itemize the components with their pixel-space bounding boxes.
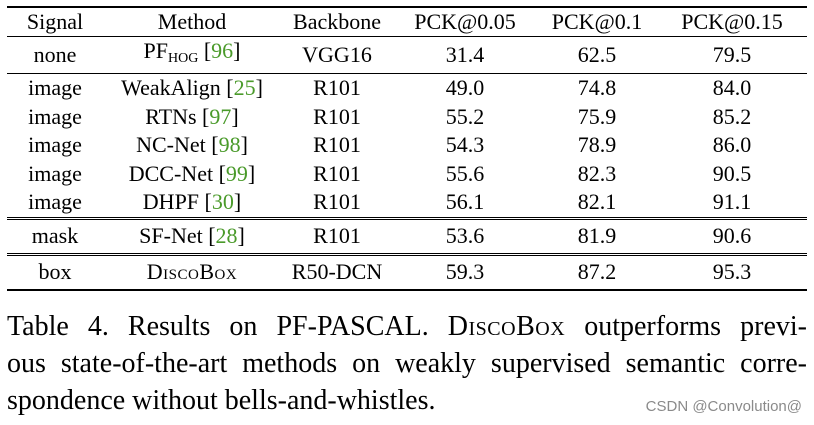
method-name: RTNs xyxy=(145,103,197,129)
table-row: image DHPF [30] R101 56.1 82.1 91.1 xyxy=(7,188,807,218)
watermark: CSDN @Convolution@ xyxy=(645,398,802,415)
cell-pck-01: 87.2 xyxy=(537,252,657,291)
cell-pck-005: 31.4 xyxy=(445,42,485,67)
method-name: PF xyxy=(143,38,168,63)
cell-backbone: R101 xyxy=(313,160,361,186)
caption-method-name: DiscoBox xyxy=(447,311,566,342)
cell-method: PFHOG [96] xyxy=(143,38,241,66)
table-row: none PFHOG [96] VGG16 31.4 62.5 79.5 xyxy=(7,37,807,74)
cell-pck-01: 78.9 xyxy=(577,132,617,158)
table-row: image DCC-Net [99] R101 55.6 82.3 90.5 xyxy=(7,160,807,189)
cell-method: NC-Net [98] xyxy=(136,132,248,158)
cell-signal: image xyxy=(28,132,82,158)
cell-backbone: R101 xyxy=(313,132,361,158)
citation-link[interactable]: 30 xyxy=(211,189,234,215)
table-row: mask SF-Net [28] R101 53.6 81.9 90.6 xyxy=(7,216,807,254)
header-pck-01: PCK@0.1 xyxy=(537,6,657,37)
cell-pck-01: 82.3 xyxy=(577,160,617,186)
cell-signal: mask xyxy=(7,216,103,254)
cell-pck-005: 56.1 xyxy=(445,189,485,215)
cell-pck-005: 55.6 xyxy=(445,160,485,186)
method-name: DHPF xyxy=(142,189,200,215)
cell-signal: image xyxy=(28,103,82,129)
cell-pck-015: 91.1 xyxy=(712,189,752,215)
cell-pck-01: 75.9 xyxy=(577,103,617,129)
cell-backbone: R101 xyxy=(281,73,393,103)
cell-signal: image xyxy=(28,189,82,215)
header-method: Method xyxy=(103,6,281,37)
header-pck-015: PCK@0.15 xyxy=(657,6,807,37)
cell-signal: image xyxy=(7,73,103,103)
cell-backbone: R101 xyxy=(313,189,361,215)
table-header-row: Signal Method Backbone PCK@0.05 PCK@0.1 … xyxy=(7,6,807,37)
citation-link[interactable]: 99 xyxy=(225,160,248,186)
cell-signal: image xyxy=(28,160,82,186)
method-name: NC-Net xyxy=(136,132,206,158)
cell-pck-015: 84.0 xyxy=(657,73,807,103)
citation-link[interactable]: 28 xyxy=(215,223,238,248)
cell-pck-01: 74.8 xyxy=(537,73,657,103)
cell-method: DCC-Net [99] xyxy=(128,160,256,186)
table-row: image RTNs [97] R101 55.2 75.9 85.2 xyxy=(7,103,807,132)
citation-link[interactable]: 97 xyxy=(209,103,232,129)
cell-signal: none xyxy=(33,42,77,67)
cell-backbone: R101 xyxy=(281,216,393,254)
header-backbone: Backbone xyxy=(281,6,393,37)
citation-link[interactable]: 25 xyxy=(233,75,256,101)
method-name: WeakAlign xyxy=(121,75,221,101)
cell-signal: box xyxy=(7,252,103,291)
cell-pck-015: 86.0 xyxy=(712,132,752,158)
cell-method: RTNs [97] xyxy=(145,103,239,129)
cell-method: DiscoBox xyxy=(103,252,281,291)
table-row: image NC-Net [98] R101 54.3 78.9 86.0 xyxy=(7,131,807,160)
cell-pck-005: 53.6 xyxy=(393,216,537,254)
cell-pck-015: 79.5 xyxy=(712,42,752,67)
method-subscript: HOG xyxy=(167,51,199,66)
cell-method: WeakAlign [25] xyxy=(103,73,281,103)
cell-pck-01: 62.5 xyxy=(577,42,617,67)
caption-text: Table 4. Results on PF-PASCAL. xyxy=(7,311,448,342)
cell-pck-005: 55.2 xyxy=(445,103,485,129)
citation-link[interactable]: 98 xyxy=(218,132,241,158)
cell-pck-01: 81.9 xyxy=(537,216,657,254)
cell-pck-01: 82.1 xyxy=(577,189,617,215)
cell-pck-015: 95.3 xyxy=(657,252,807,291)
table-caption: Table 4. Results on PF-PASCAL. DiscoBox … xyxy=(7,308,807,419)
cell-pck-015: 90.6 xyxy=(657,216,807,254)
results-table-container: Signal Method Backbone PCK@0.05 PCK@0.1 … xyxy=(7,6,807,291)
caption-line: spondence without bells-and-whistles. xyxy=(7,385,436,416)
method-name: DiscoBox xyxy=(146,259,238,284)
table-row: box DiscoBox R50-DCN 59.3 87.2 95.3 xyxy=(7,252,807,291)
cell-pck-015: 90.5 xyxy=(712,160,752,186)
method-name: DCC-Net xyxy=(128,160,214,186)
cell-backbone: VGG16 xyxy=(302,42,372,67)
method-name: SF-Net xyxy=(139,223,203,248)
cell-method: SF-Net [28] xyxy=(103,216,281,254)
cell-backbone: R50-DCN xyxy=(281,252,393,291)
cell-pck-005: 54.3 xyxy=(445,132,485,158)
cell-pck-005: 49.0 xyxy=(393,73,537,103)
header-signal: Signal xyxy=(7,6,103,37)
citation-link[interactable]: 96 xyxy=(211,38,234,63)
table-row: image WeakAlign [25] R101 49.0 74.8 84.0 xyxy=(7,73,807,103)
caption-text: outperforms previ- xyxy=(565,311,807,342)
caption-line: ous state-of-the-art methods on weakly s… xyxy=(7,348,807,379)
header-pck-005: PCK@0.05 xyxy=(393,6,537,37)
cell-backbone: R101 xyxy=(313,103,361,129)
cell-pck-015: 85.2 xyxy=(712,103,752,129)
cell-method: DHPF [30] xyxy=(142,189,242,215)
results-table: Signal Method Backbone PCK@0.05 PCK@0.1 … xyxy=(7,6,807,291)
cell-pck-005: 59.3 xyxy=(393,252,537,291)
caption-line: Table 4. Results on PF-PASCAL. DiscoBox … xyxy=(7,308,807,345)
